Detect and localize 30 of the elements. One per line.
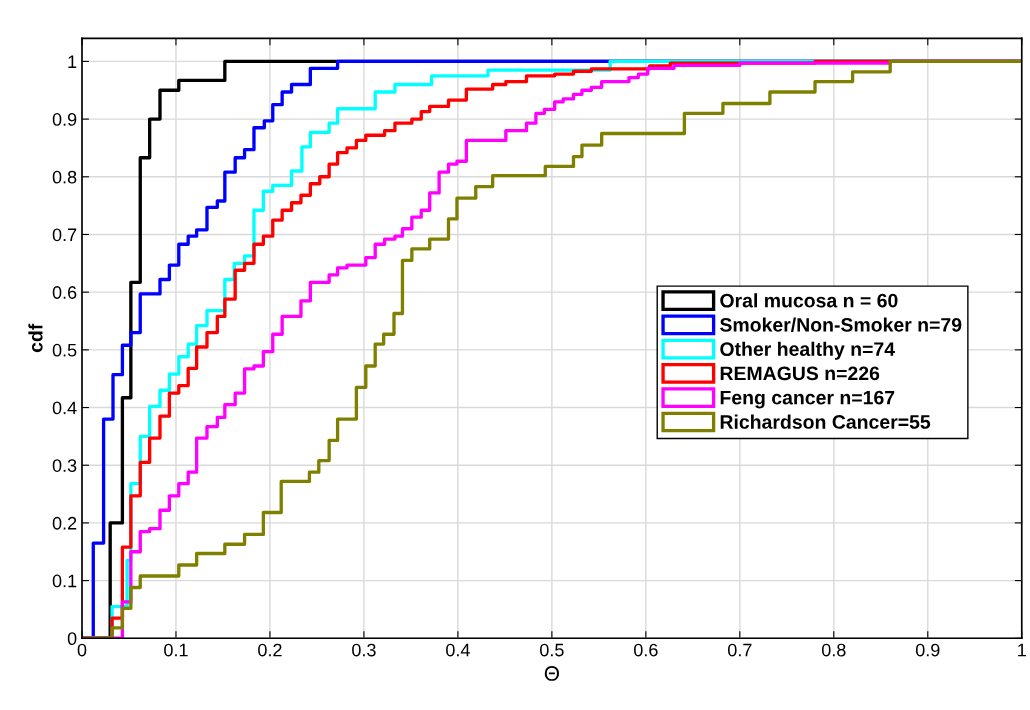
y-tick-label: 0.1 (52, 574, 77, 588)
y-tick-label: 0.8 (52, 170, 77, 184)
legend-label: REMAGUS n=226 (720, 366, 880, 381)
y-tick-label: 0.3 (52, 459, 77, 472)
x-tick-label: 0 (77, 643, 87, 657)
y-tick-label: 0.4 (52, 401, 77, 415)
x-tick-label: 0.7 (727, 643, 752, 657)
y-tick-label: 0.6 (52, 286, 77, 299)
y-tick-label: 1 (68, 55, 77, 68)
y-axis-title: cdf (28, 323, 43, 353)
x-tick-label: 0.4 (446, 643, 470, 657)
legend-label: Feng cancer n=167 (720, 390, 895, 409)
x-tick-label: 0.1 (164, 643, 188, 657)
y-tick-label: 0.5 (52, 343, 77, 357)
y-tick-label: 0 (67, 632, 77, 646)
x-tick-label: 0.9 (915, 643, 940, 657)
legend-label: Other healthy n=74 (720, 341, 895, 360)
x-axis-title: Θ (544, 666, 559, 681)
x-tick-label: 0.2 (258, 643, 282, 657)
x-tick-label: 1 (1018, 643, 1026, 657)
legend-label: Oral mucosa n = 60 (720, 293, 898, 308)
x-tick-label: 0.3 (352, 643, 376, 657)
x-tick-label: 0.8 (821, 643, 846, 657)
y-tick-label: 0.2 (52, 516, 77, 530)
legend-label: Richardson Cancer=55 (720, 414, 931, 429)
y-tick-label: 0.9 (52, 113, 77, 126)
legend-label: Smoker/Non-Smoker n=79 (720, 317, 962, 332)
y-tick-label: 0.7 (52, 228, 77, 242)
x-tick-label: 0.6 (634, 643, 658, 657)
x-tick-label: 0.5 (540, 643, 564, 657)
